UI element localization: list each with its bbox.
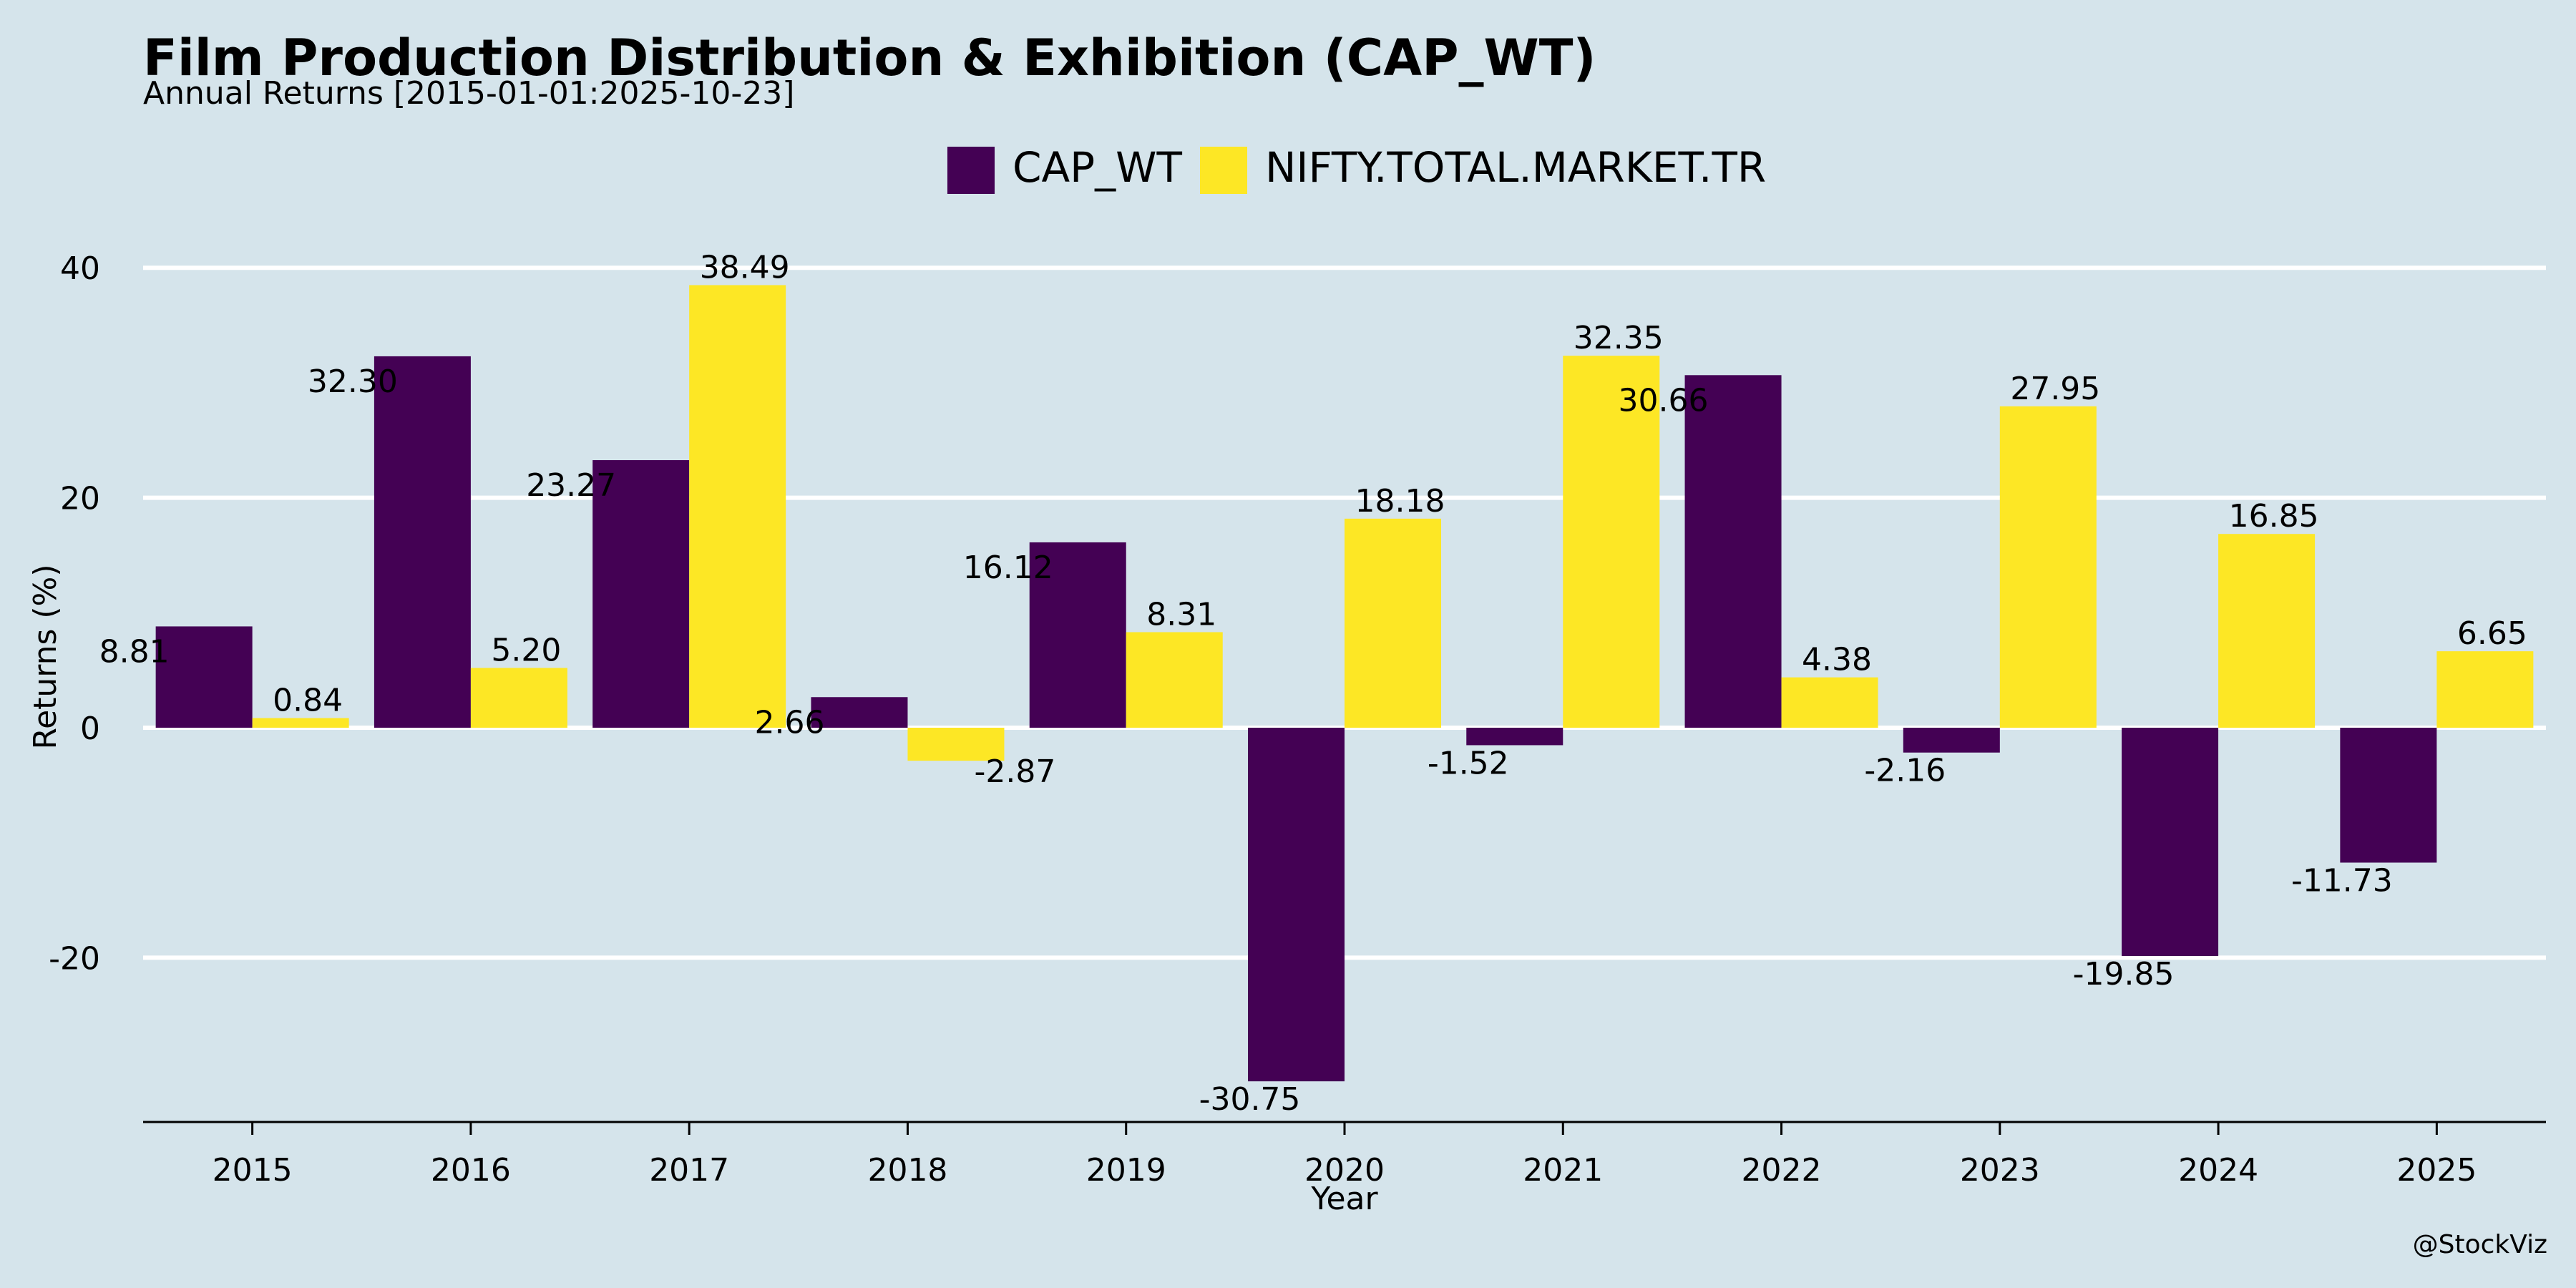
axes: 2015 2016 2017 2018 2019 2020 2021 2022 2023 2024… [143,1121,2546,1189]
bar-nifty-2018 [907,728,1005,761]
value-label: 38.49 [700,249,790,286]
bar-nifty-2024 [2218,534,2316,728]
y-tick-label: -20 [49,940,100,977]
bar-nifty-2017 [689,285,786,728]
value-label: 16.12 [963,550,1053,586]
value-label: 6.65 [2457,615,2527,652]
value-label: 16.85 [2229,498,2319,535]
value-label: 32.35 [1574,320,1664,356]
x-tick-label: 2015 [213,1152,293,1189]
bar-nifty-2023 [1999,406,2097,728]
legend: CAP_WT NIFTY.TOTAL.MARKET.TR [947,143,1766,194]
value-label: 2.66 [754,704,824,741]
bar-nifty-2016 [470,668,567,728]
bar-cap-wt-2020 [1248,728,1345,1082]
bar-nifty-2022 [1781,677,1878,728]
value-label: 23.27 [526,467,616,504]
bar-cap-wt-2021 [1466,728,1563,746]
value-label: -30.75 [1199,1081,1301,1118]
chart-subtitle: Annual Returns [2015-01-01:2025-10-23] [143,75,795,112]
x-tick-label: 2018 [867,1152,947,1189]
value-label: 18.18 [1355,483,1445,519]
y-tick-label: 0 [80,711,100,747]
value-label: 5.20 [491,632,561,668]
bar-cap-wt-2015 [155,626,253,728]
bar-cap-wt-2018 [811,697,908,728]
chart-title: Film Production Distribution & Exhibitio… [143,29,1596,87]
value-label: 0.84 [273,683,343,719]
watermark: @StockViz [2412,1230,2547,1259]
x-tick-label: 2024 [2178,1152,2258,1189]
legend-swatch [947,147,995,194]
bar-nifty-2021 [1563,356,1660,728]
y-tick-label: 20 [60,481,100,517]
bar-nifty-2019 [1126,632,1223,728]
value-label: 27.95 [2010,371,2100,407]
value-label: -19.85 [2073,956,2175,992]
x-tick-label: 2019 [1086,1152,1166,1189]
bar-cap-wt-2023 [1903,728,2000,753]
x-tick-label: 2022 [1742,1152,1822,1189]
x-tick-label: 2025 [2396,1152,2477,1189]
legend-label: CAP_WT [1013,143,1182,192]
bar-cap-wt-2022 [1684,375,1782,728]
legend-swatch [1200,147,1247,194]
x-tick-label: 2021 [1523,1152,1603,1189]
value-label: 4.38 [1802,642,1872,678]
bar-cap-wt-2016 [374,356,471,728]
y-tick-label: 40 [60,250,100,287]
x-tick-label: 2016 [431,1152,511,1189]
bars [155,285,2534,1082]
bar-cap-wt-2019 [1029,542,1126,728]
value-label: 32.30 [308,364,398,400]
bar-cap-wt-2017 [592,460,690,728]
legend-label: NIFTY.TOTAL.MARKET.TR [1265,143,1766,192]
bar-nifty-2025 [2436,651,2534,728]
value-label: 8.81 [99,633,170,670]
value-label: 8.31 [1146,596,1216,633]
value-label: -11.73 [2291,863,2393,899]
x-tick-label: 2020 [1304,1152,1385,1189]
bar-cap-wt-2025 [2340,728,2437,863]
bar-nifty-2015 [252,718,349,728]
value-label: -2.16 [1864,753,1946,789]
bar-nifty-2020 [1345,518,1441,728]
bar-cap-wt-2024 [2122,728,2219,956]
y-axis-label: Returns (%) [27,564,64,749]
x-tick-label: 2023 [1960,1152,2040,1189]
value-label: 30.66 [1619,382,1709,419]
value-labels: 8.81 0.84 32.30 5.20 23.27 38.49 2.66 -2.87 16.1… [99,249,2527,1118]
value-label: -2.87 [975,753,1056,790]
x-tick-label: 2017 [649,1152,729,1189]
x-axis-label: Year [1310,1181,1378,1217]
value-label: -1.52 [1428,745,1509,781]
